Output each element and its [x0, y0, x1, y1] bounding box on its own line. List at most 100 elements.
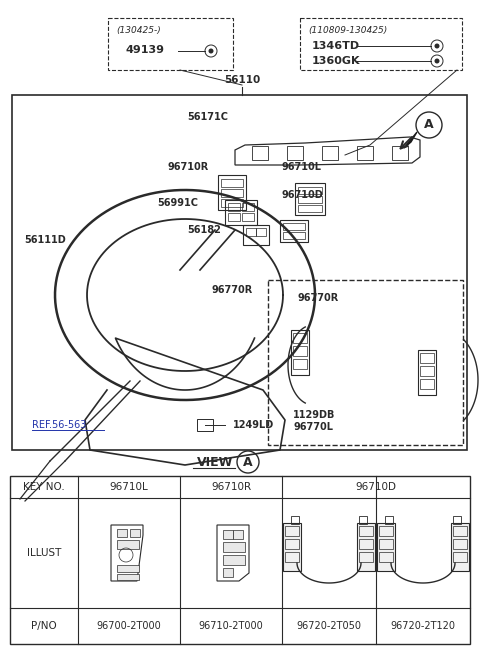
Text: (130425-): (130425-) — [116, 26, 161, 35]
Bar — [252, 146, 268, 160]
Bar — [291, 516, 299, 524]
Text: 56111D: 56111D — [24, 235, 66, 245]
Bar — [385, 516, 393, 524]
Bar — [322, 146, 338, 160]
Bar — [246, 228, 256, 236]
Bar — [453, 516, 461, 524]
Bar — [130, 529, 140, 537]
Bar — [379, 526, 393, 536]
Bar — [379, 539, 393, 549]
Text: KEY NO.: KEY NO. — [23, 482, 65, 492]
Text: A: A — [424, 119, 434, 131]
Bar — [242, 203, 254, 211]
Text: (110809-130425): (110809-130425) — [308, 26, 387, 35]
Bar — [223, 542, 245, 552]
Text: ILLUST: ILLUST — [27, 548, 61, 558]
Text: A: A — [243, 455, 253, 468]
Bar — [12, 95, 467, 450]
Bar — [357, 523, 375, 571]
Bar — [117, 565, 139, 572]
Text: 1360GK: 1360GK — [312, 56, 360, 66]
Text: 96710L: 96710L — [282, 162, 322, 172]
Text: 1129DB: 1129DB — [293, 410, 336, 420]
Text: 1249LD: 1249LD — [233, 420, 274, 430]
Polygon shape — [404, 132, 417, 148]
Bar — [293, 359, 307, 369]
Bar — [298, 196, 322, 203]
Text: 96720-2T120: 96720-2T120 — [391, 621, 456, 631]
Text: 96710L: 96710L — [109, 482, 148, 492]
Circle shape — [434, 58, 440, 64]
Bar — [295, 183, 325, 215]
Bar — [420, 353, 434, 363]
Bar — [117, 574, 139, 580]
Text: 96720-2T050: 96720-2T050 — [297, 621, 361, 631]
Text: 56110: 56110 — [224, 75, 260, 85]
Bar — [117, 540, 139, 549]
Bar — [293, 333, 307, 343]
Bar — [243, 225, 269, 245]
Circle shape — [208, 49, 214, 54]
Bar — [242, 213, 254, 221]
Bar — [225, 200, 257, 225]
Text: REF.56-563: REF.56-563 — [32, 420, 86, 430]
Bar — [221, 199, 243, 207]
Bar — [377, 523, 395, 571]
Bar — [117, 529, 127, 537]
Bar — [291, 330, 309, 375]
Text: 96700-2T000: 96700-2T000 — [96, 621, 161, 631]
Bar — [223, 555, 245, 565]
Bar — [359, 516, 367, 524]
Bar — [298, 205, 322, 212]
Bar — [233, 530, 243, 539]
Bar — [298, 187, 322, 194]
Bar — [453, 539, 467, 549]
Text: 96710R: 96710R — [167, 162, 208, 172]
Text: 96710-2T000: 96710-2T000 — [199, 621, 264, 631]
Bar — [228, 203, 240, 211]
Bar — [283, 523, 301, 571]
Bar — [218, 175, 246, 210]
Bar — [357, 146, 373, 160]
Bar — [197, 419, 213, 431]
Bar — [359, 552, 373, 562]
Text: 96770R: 96770R — [298, 293, 339, 303]
Bar — [300, 18, 462, 70]
Bar — [293, 346, 307, 356]
Text: 96770R: 96770R — [212, 285, 253, 295]
Bar — [453, 552, 467, 562]
Text: 56171C: 56171C — [187, 112, 228, 122]
Bar — [283, 223, 305, 230]
Text: 96710D: 96710D — [282, 190, 324, 200]
Text: 49139: 49139 — [126, 45, 165, 55]
Bar — [280, 220, 308, 242]
Text: 96710D: 96710D — [356, 482, 396, 492]
Bar — [420, 366, 434, 376]
Bar — [453, 526, 467, 536]
Bar — [285, 539, 299, 549]
Bar — [451, 523, 469, 571]
Bar — [268, 280, 463, 445]
Bar — [221, 189, 243, 197]
Bar — [283, 232, 305, 239]
Bar — [285, 526, 299, 536]
Bar — [223, 530, 233, 539]
Bar — [10, 476, 470, 644]
Bar — [359, 539, 373, 549]
Bar — [256, 228, 266, 236]
Bar — [285, 552, 299, 562]
Bar — [223, 568, 233, 577]
Bar — [420, 379, 434, 389]
Bar — [228, 213, 240, 221]
Text: P/NO: P/NO — [31, 621, 57, 631]
Text: 56991C: 56991C — [157, 198, 198, 208]
Bar — [287, 146, 303, 160]
Bar — [418, 350, 436, 395]
Text: 96770L: 96770L — [293, 422, 333, 432]
Bar — [379, 552, 393, 562]
Bar — [108, 18, 233, 70]
Text: VIEW: VIEW — [197, 455, 233, 468]
Bar — [392, 146, 408, 160]
Text: 1346TD: 1346TD — [312, 41, 360, 51]
Bar — [359, 526, 373, 536]
